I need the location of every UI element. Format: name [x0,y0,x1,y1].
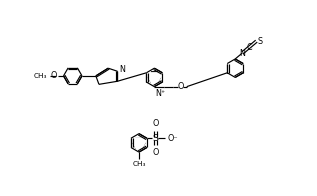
Text: O: O [152,148,158,157]
Text: CH₃: CH₃ [34,73,47,79]
Text: N: N [119,65,125,74]
Text: O: O [152,119,158,128]
Text: S: S [152,134,158,143]
Text: O: O [178,82,184,91]
Text: O: O [50,71,57,80]
Text: S: S [257,37,262,46]
Text: O⁻: O⁻ [168,134,178,143]
Text: N: N [239,48,245,57]
Text: N⁺: N⁺ [155,89,165,98]
Text: CH₃: CH₃ [132,161,146,167]
Text: C: C [247,43,252,52]
